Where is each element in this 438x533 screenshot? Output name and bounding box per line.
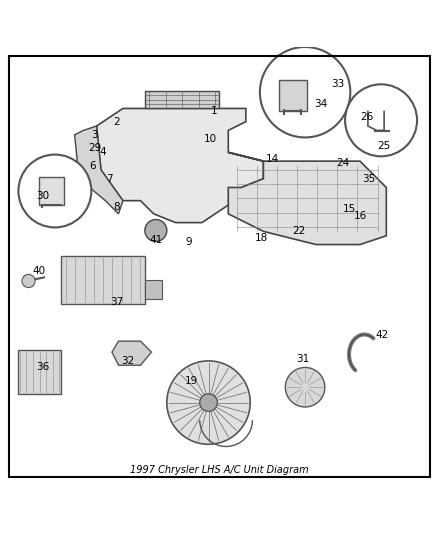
- Polygon shape: [74, 126, 123, 214]
- Text: 15: 15: [342, 205, 355, 214]
- Text: 42: 42: [374, 329, 388, 340]
- Circle shape: [259, 47, 350, 138]
- Text: 37: 37: [110, 297, 123, 306]
- Text: 2: 2: [113, 117, 120, 127]
- Circle shape: [18, 155, 91, 228]
- FancyBboxPatch shape: [61, 255, 145, 304]
- Polygon shape: [112, 341, 151, 365]
- Circle shape: [145, 220, 166, 241]
- Text: 33: 33: [331, 79, 344, 90]
- FancyBboxPatch shape: [278, 80, 307, 111]
- Polygon shape: [228, 152, 385, 245]
- FancyBboxPatch shape: [18, 350, 61, 394]
- Text: 31: 31: [296, 354, 309, 364]
- Text: 1: 1: [210, 106, 217, 116]
- Circle shape: [344, 84, 416, 156]
- Polygon shape: [96, 108, 263, 223]
- Text: 14: 14: [265, 154, 278, 164]
- Text: 4: 4: [99, 147, 106, 157]
- Text: 1997 Chrysler LHS A/C Unit Diagram: 1997 Chrysler LHS A/C Unit Diagram: [130, 465, 308, 475]
- Text: 10: 10: [204, 134, 217, 144]
- Text: 24: 24: [335, 158, 348, 168]
- Text: 22: 22: [291, 227, 304, 236]
- FancyBboxPatch shape: [145, 280, 162, 300]
- Text: 8: 8: [113, 202, 120, 212]
- Text: 3: 3: [91, 130, 98, 140]
- Circle shape: [285, 367, 324, 407]
- Text: 30: 30: [36, 191, 49, 201]
- Text: 7: 7: [106, 174, 113, 184]
- Circle shape: [199, 394, 217, 411]
- Text: 41: 41: [149, 235, 162, 245]
- Text: 29: 29: [88, 143, 101, 153]
- Circle shape: [22, 274, 35, 288]
- Text: 35: 35: [361, 174, 374, 184]
- Polygon shape: [145, 91, 219, 108]
- Text: 19: 19: [184, 376, 197, 386]
- FancyBboxPatch shape: [39, 176, 64, 205]
- Text: 36: 36: [36, 362, 49, 373]
- Text: 40: 40: [32, 266, 45, 276]
- Text: 26: 26: [359, 112, 372, 122]
- Text: 25: 25: [377, 141, 390, 151]
- Text: 34: 34: [313, 99, 326, 109]
- Text: 6: 6: [88, 160, 95, 171]
- Text: 18: 18: [254, 233, 267, 243]
- Text: 32: 32: [120, 356, 134, 366]
- Text: 9: 9: [185, 237, 192, 247]
- Circle shape: [166, 361, 250, 445]
- Text: 16: 16: [353, 211, 366, 221]
